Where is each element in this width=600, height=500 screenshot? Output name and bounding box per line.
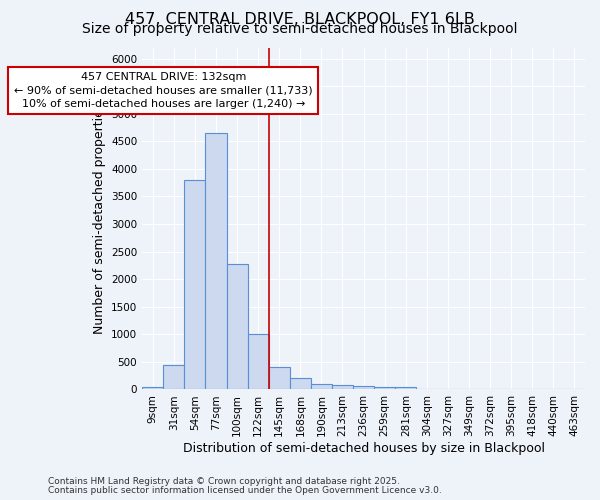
Text: Contains public sector information licensed under the Open Government Licence v3: Contains public sector information licen… xyxy=(48,486,442,495)
Bar xyxy=(248,334,269,390)
Bar xyxy=(205,133,227,390)
Bar xyxy=(332,385,353,390)
Text: 457, CENTRAL DRIVE, BLACKPOOL, FY1 6LB: 457, CENTRAL DRIVE, BLACKPOOL, FY1 6LB xyxy=(125,12,475,28)
X-axis label: Distribution of semi-detached houses by size in Blackpool: Distribution of semi-detached houses by … xyxy=(182,442,545,455)
Bar xyxy=(374,386,395,390)
Bar xyxy=(311,384,332,390)
Bar xyxy=(184,180,205,390)
Bar xyxy=(269,368,290,390)
Bar xyxy=(142,386,163,390)
Bar xyxy=(163,364,184,390)
Bar xyxy=(290,378,311,390)
Bar xyxy=(227,264,248,390)
Bar xyxy=(353,386,374,390)
Bar xyxy=(395,386,416,390)
Text: Contains HM Land Registry data © Crown copyright and database right 2025.: Contains HM Land Registry data © Crown c… xyxy=(48,477,400,486)
Y-axis label: Number of semi-detached properties: Number of semi-detached properties xyxy=(92,103,106,334)
Text: 457 CENTRAL DRIVE: 132sqm
← 90% of semi-detached houses are smaller (11,733)
10%: 457 CENTRAL DRIVE: 132sqm ← 90% of semi-… xyxy=(14,72,313,108)
Text: Size of property relative to semi-detached houses in Blackpool: Size of property relative to semi-detach… xyxy=(82,22,518,36)
